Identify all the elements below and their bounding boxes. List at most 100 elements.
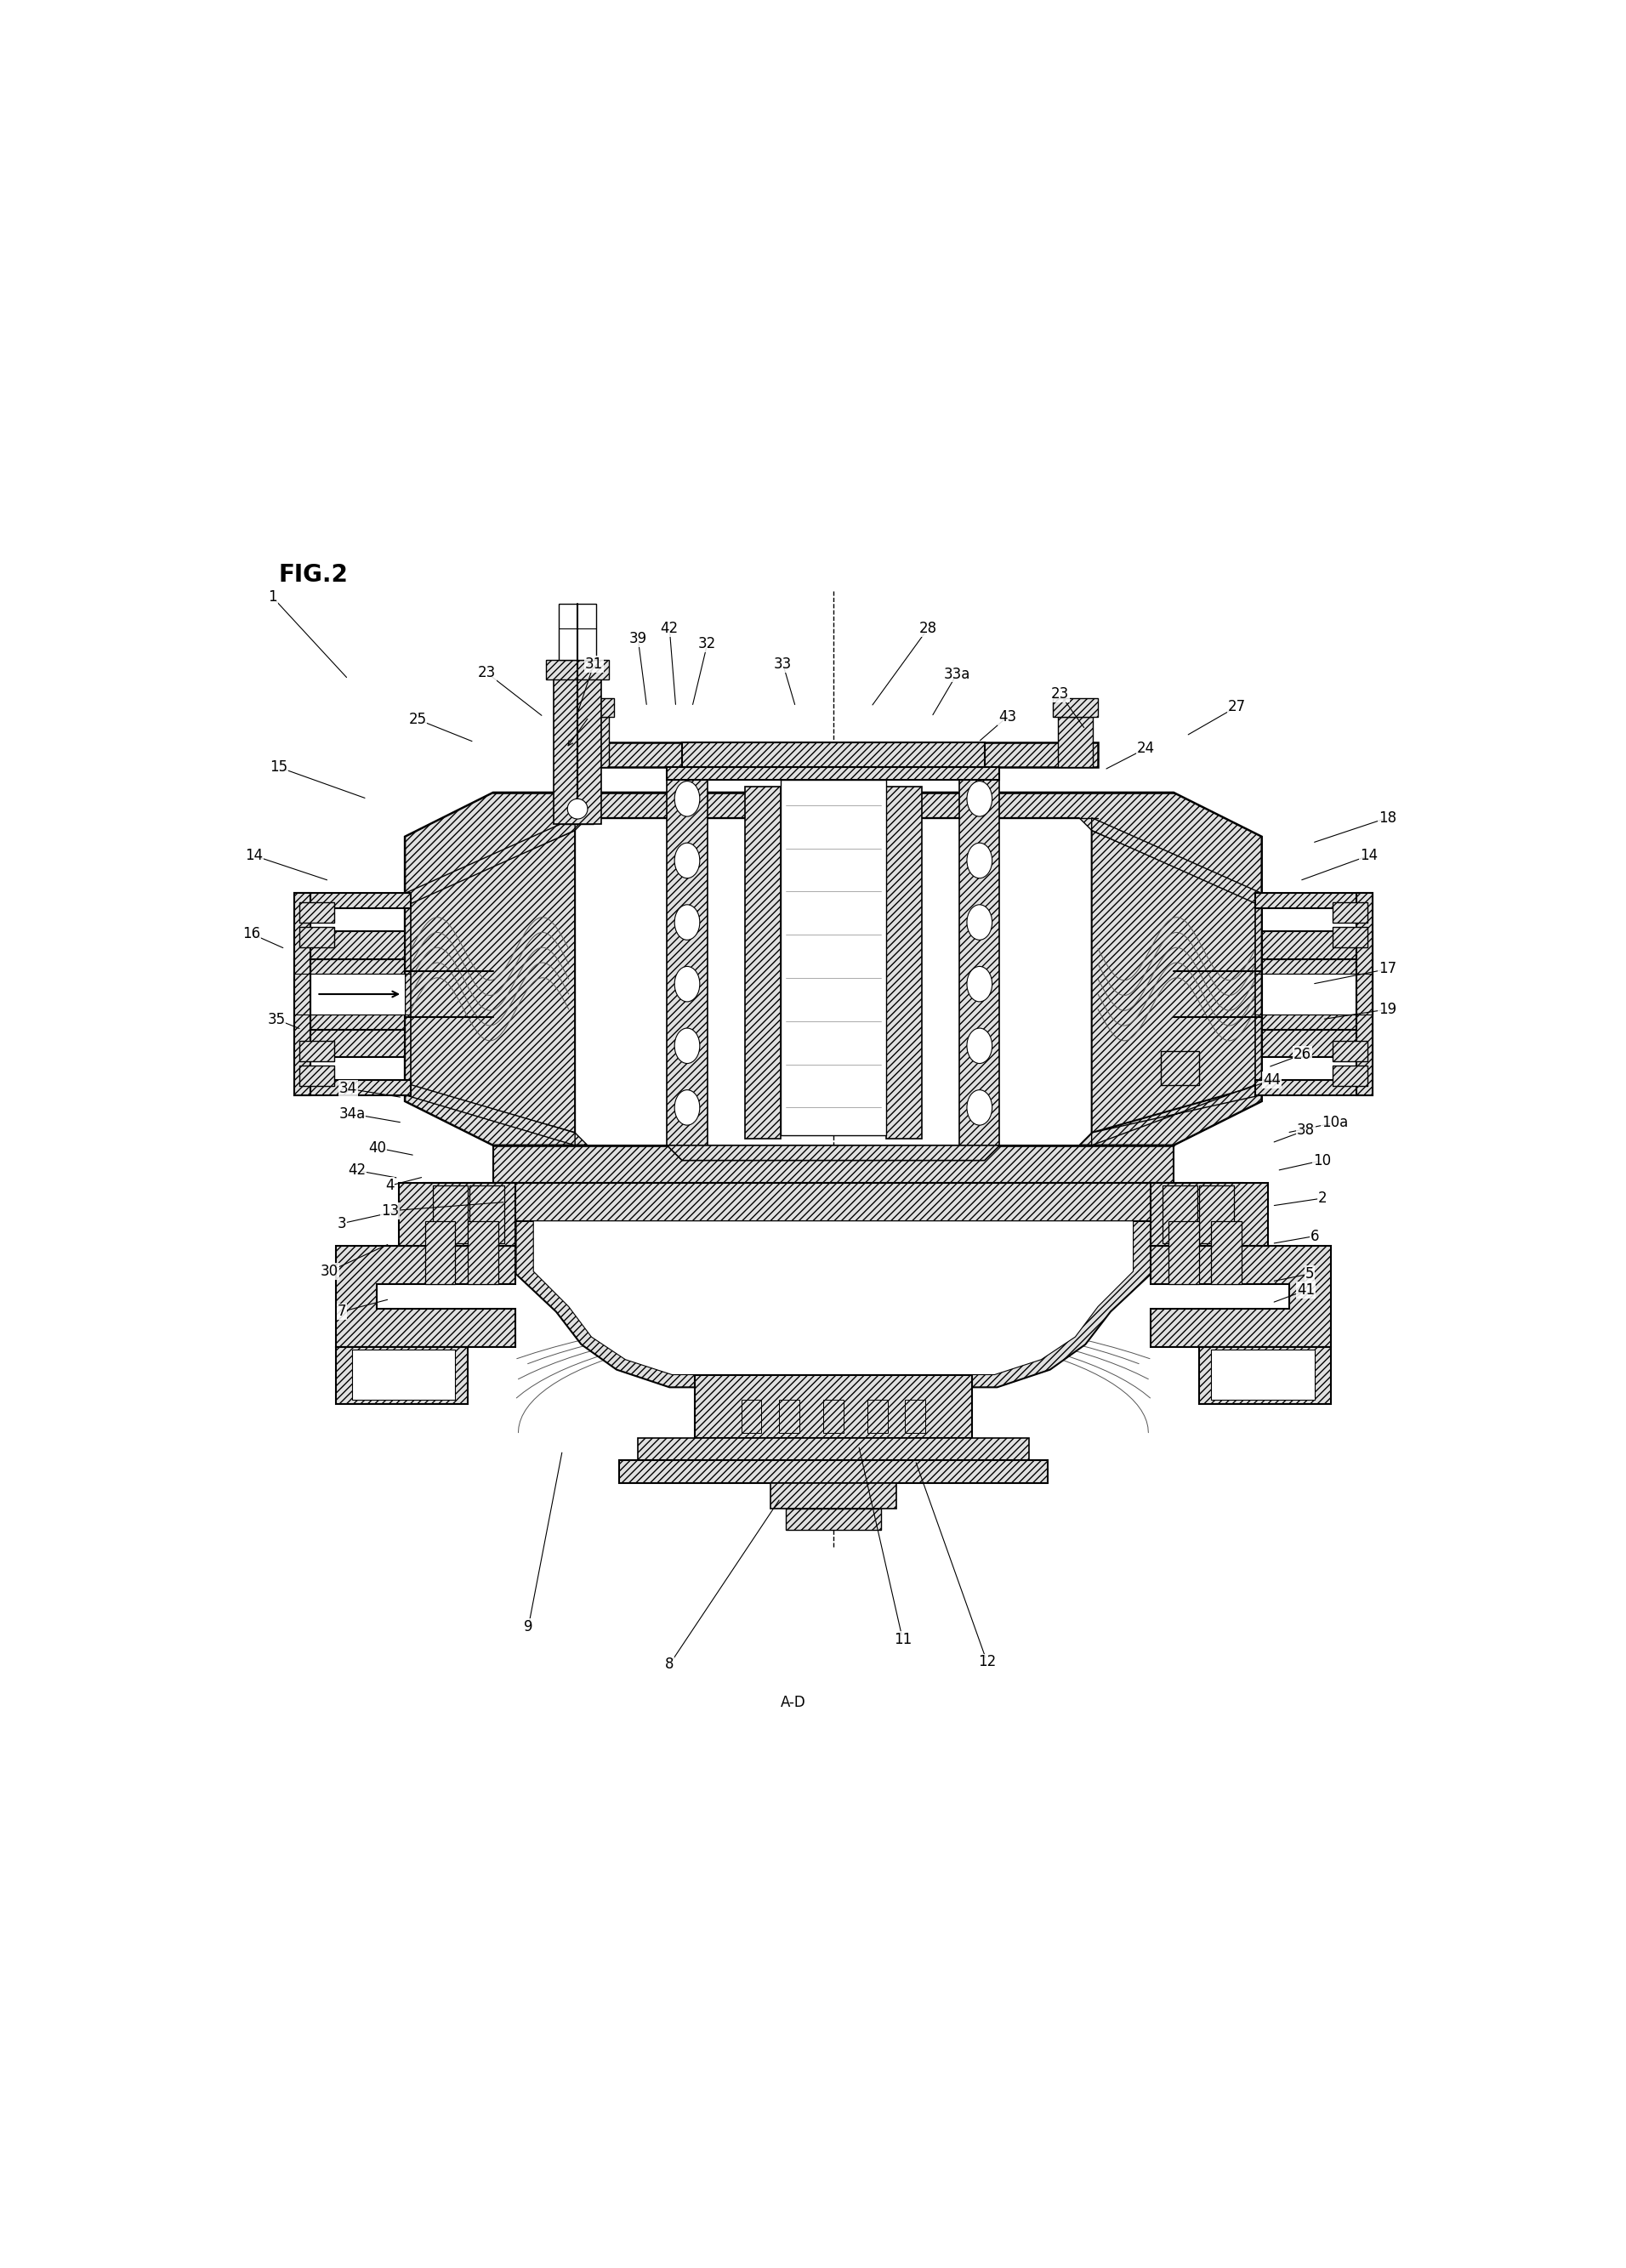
Polygon shape: [741, 1399, 761, 1433]
Text: 6: 6: [1311, 1229, 1319, 1243]
Ellipse shape: [675, 780, 699, 816]
Text: 33: 33: [774, 655, 792, 671]
Polygon shape: [398, 1184, 515, 1245]
Polygon shape: [294, 959, 405, 1030]
Text: 28: 28: [919, 621, 937, 637]
Polygon shape: [569, 742, 1098, 767]
Text: 1: 1: [268, 590, 276, 606]
Polygon shape: [405, 830, 576, 1132]
Bar: [1332, 903, 1367, 923]
Text: 17: 17: [1379, 962, 1397, 978]
Text: 11: 11: [894, 1631, 912, 1647]
Polygon shape: [1255, 894, 1372, 1095]
Text: 8: 8: [665, 1658, 673, 1672]
Polygon shape: [1211, 1349, 1315, 1399]
Polygon shape: [1161, 1050, 1198, 1084]
Polygon shape: [405, 792, 1262, 1145]
Polygon shape: [1262, 1030, 1372, 1057]
Polygon shape: [1151, 1184, 1268, 1245]
Text: 34: 34: [340, 1082, 358, 1095]
Text: A-D: A-D: [780, 1694, 805, 1710]
Text: 27: 27: [1228, 699, 1246, 714]
Text: 14: 14: [1359, 848, 1377, 864]
Text: 44: 44: [1263, 1073, 1281, 1086]
Polygon shape: [1091, 1084, 1262, 1145]
Polygon shape: [424, 1220, 455, 1284]
Polygon shape: [745, 787, 780, 1139]
Ellipse shape: [967, 1027, 992, 1064]
Ellipse shape: [967, 905, 992, 939]
Bar: [1332, 1041, 1367, 1061]
Polygon shape: [1356, 894, 1372, 1095]
Text: 34a: 34a: [338, 1107, 366, 1120]
Ellipse shape: [675, 1091, 699, 1125]
Text: 30: 30: [320, 1263, 338, 1279]
Polygon shape: [823, 1399, 844, 1433]
Polygon shape: [553, 678, 602, 823]
Text: 10a: 10a: [1322, 1116, 1348, 1129]
Text: 41: 41: [1298, 1284, 1315, 1297]
Text: 23: 23: [1050, 687, 1070, 701]
Polygon shape: [1091, 830, 1262, 1132]
Ellipse shape: [967, 966, 992, 1002]
Polygon shape: [569, 819, 1098, 1145]
Text: 16: 16: [242, 925, 260, 941]
Text: 3: 3: [337, 1216, 346, 1232]
Polygon shape: [546, 660, 610, 678]
Text: 15: 15: [270, 760, 288, 776]
Polygon shape: [1052, 699, 1098, 717]
Polygon shape: [433, 1186, 468, 1243]
Bar: [1332, 928, 1367, 948]
Polygon shape: [779, 1399, 800, 1433]
Text: 24: 24: [1137, 742, 1154, 755]
Polygon shape: [493, 1145, 1174, 1184]
Polygon shape: [1211, 1220, 1242, 1284]
Polygon shape: [1169, 1220, 1198, 1284]
Polygon shape: [906, 1399, 925, 1433]
Ellipse shape: [967, 780, 992, 816]
Text: 13: 13: [380, 1204, 398, 1218]
Text: 42: 42: [348, 1163, 366, 1177]
Polygon shape: [620, 1461, 1047, 1483]
Polygon shape: [424, 1184, 1242, 1220]
Text: 39: 39: [629, 631, 647, 646]
Polygon shape: [694, 1374, 972, 1438]
Polygon shape: [294, 1030, 405, 1057]
Polygon shape: [667, 1145, 1000, 1161]
Polygon shape: [470, 1186, 504, 1243]
Polygon shape: [468, 1220, 498, 1284]
Ellipse shape: [675, 1027, 699, 1064]
Circle shape: [567, 798, 587, 819]
Polygon shape: [959, 780, 1000, 1145]
Polygon shape: [351, 1349, 455, 1399]
Ellipse shape: [675, 966, 699, 1002]
Bar: [1332, 1066, 1367, 1086]
Polygon shape: [1091, 819, 1262, 903]
Bar: [299, 1041, 335, 1061]
Polygon shape: [294, 932, 405, 959]
Polygon shape: [681, 742, 984, 767]
Polygon shape: [667, 780, 707, 1145]
Text: 18: 18: [1379, 810, 1397, 826]
Text: 12: 12: [977, 1653, 997, 1669]
Bar: [299, 903, 335, 923]
Text: 5: 5: [1306, 1266, 1314, 1281]
Polygon shape: [771, 1483, 896, 1508]
Text: 40: 40: [367, 1141, 385, 1154]
Text: 9: 9: [524, 1619, 533, 1635]
Polygon shape: [574, 717, 610, 767]
Polygon shape: [294, 973, 405, 1014]
Text: 25: 25: [408, 712, 426, 728]
Ellipse shape: [675, 844, 699, 878]
Text: 7: 7: [338, 1304, 346, 1320]
Text: 32: 32: [698, 635, 717, 651]
Polygon shape: [533, 1220, 1133, 1374]
Polygon shape: [559, 603, 597, 660]
Text: 42: 42: [660, 621, 678, 637]
Polygon shape: [637, 1438, 1029, 1461]
Polygon shape: [1057, 717, 1093, 767]
Text: 23: 23: [478, 665, 496, 680]
Text: 10: 10: [1314, 1152, 1332, 1168]
Polygon shape: [405, 1084, 576, 1145]
Polygon shape: [1163, 1186, 1197, 1243]
